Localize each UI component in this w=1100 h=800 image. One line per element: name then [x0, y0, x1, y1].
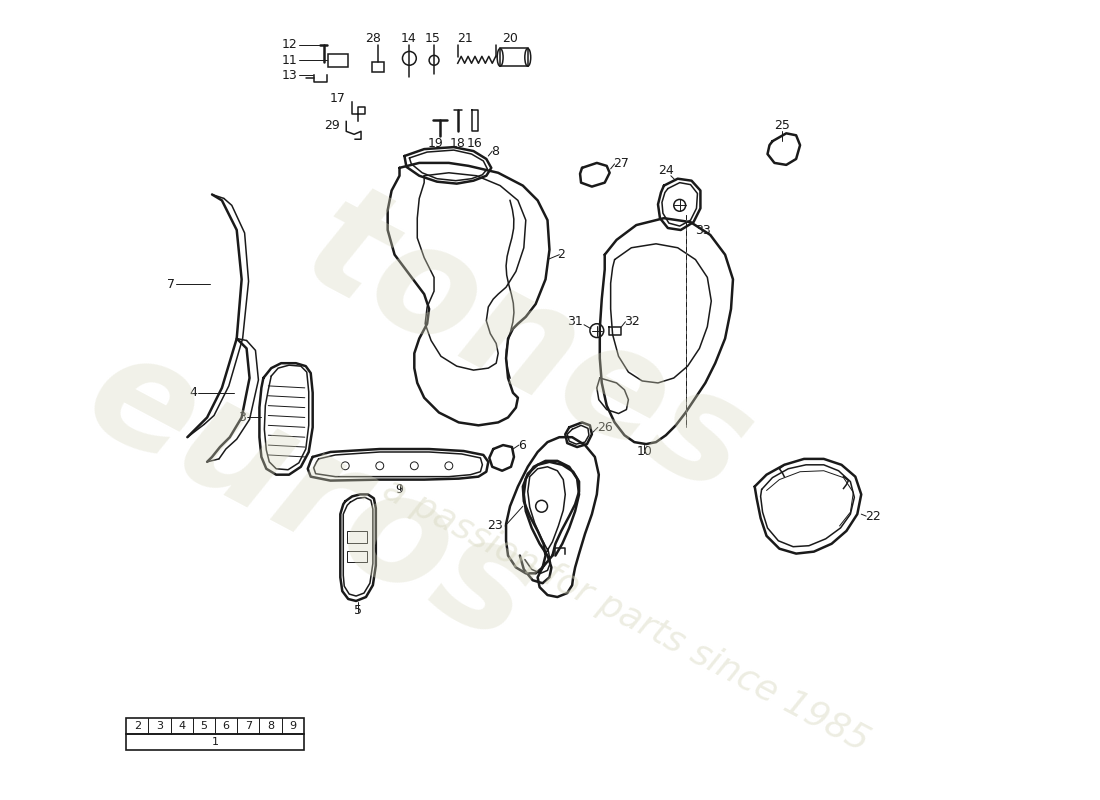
Text: 9: 9: [289, 722, 296, 731]
Text: 4: 4: [178, 722, 185, 731]
Text: 24: 24: [658, 164, 674, 178]
Text: 5: 5: [354, 604, 362, 618]
Text: a passion for parts since 1985: a passion for parts since 1985: [377, 472, 876, 758]
Text: 6: 6: [518, 438, 526, 451]
Text: 8: 8: [267, 722, 274, 731]
Text: 9: 9: [396, 483, 404, 496]
Text: 28: 28: [365, 32, 381, 45]
Text: 3: 3: [238, 411, 245, 424]
Text: 2: 2: [134, 722, 141, 731]
Bar: [126, 718, 304, 734]
Text: 33: 33: [695, 223, 712, 237]
Text: 27: 27: [614, 158, 629, 170]
Text: 7: 7: [244, 722, 252, 731]
Text: 13: 13: [282, 69, 298, 82]
Text: 2: 2: [558, 248, 565, 261]
Text: euros: euros: [63, 317, 559, 676]
Text: 20: 20: [502, 32, 518, 45]
Text: 16: 16: [466, 137, 483, 150]
Text: 4: 4: [189, 386, 197, 399]
Text: 8: 8: [492, 145, 499, 158]
Text: 29: 29: [324, 119, 340, 132]
Bar: [126, 734, 304, 750]
Text: 14: 14: [400, 32, 416, 45]
Bar: [348, 531, 367, 542]
Bar: [348, 550, 367, 562]
Text: 32: 32: [625, 315, 640, 328]
Text: 12: 12: [282, 38, 298, 51]
Text: 22: 22: [866, 510, 881, 522]
Text: 31: 31: [568, 315, 583, 328]
Text: 15: 15: [425, 32, 441, 45]
Text: 5: 5: [200, 722, 208, 731]
Text: 1: 1: [211, 737, 219, 747]
Text: 11: 11: [282, 54, 298, 67]
Text: 10: 10: [636, 446, 652, 458]
Text: 18: 18: [450, 137, 465, 150]
Text: 19: 19: [428, 137, 444, 150]
Text: 6: 6: [222, 722, 230, 731]
Text: 25: 25: [774, 119, 790, 132]
Text: 21: 21: [456, 32, 473, 45]
Text: 7: 7: [166, 278, 175, 290]
Text: 3: 3: [156, 722, 163, 731]
Text: 26: 26: [597, 421, 613, 434]
Text: 17: 17: [329, 92, 345, 106]
Text: 23: 23: [487, 519, 503, 533]
Text: tones: tones: [280, 170, 776, 527]
